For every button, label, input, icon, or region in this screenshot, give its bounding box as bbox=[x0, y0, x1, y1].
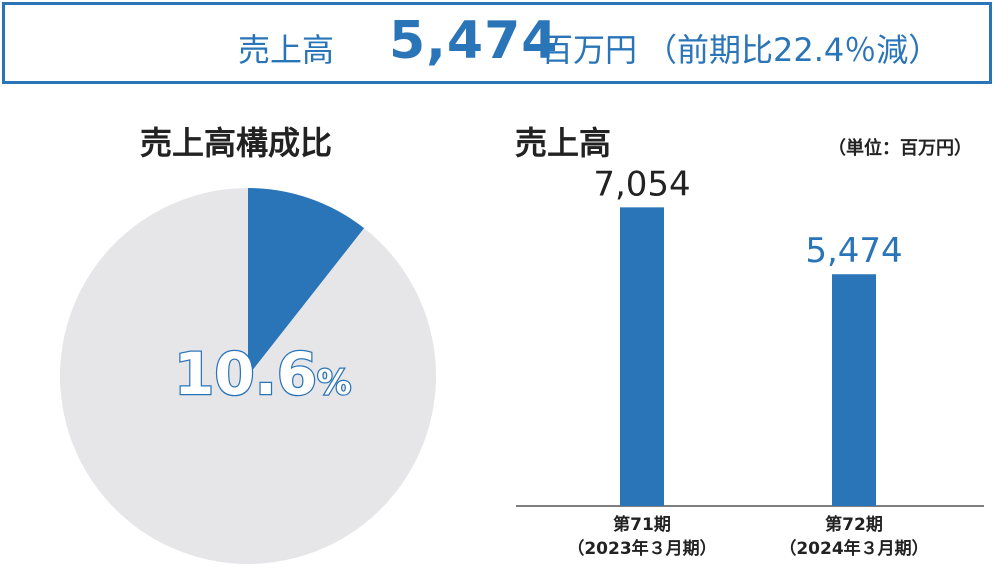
bar-title: 売上高 bbox=[515, 124, 612, 162]
bar bbox=[620, 207, 664, 506]
bar-unit-note: （単位：百万円） bbox=[828, 138, 972, 159]
pie-slice-label: 10.6% bbox=[174, 340, 351, 408]
bar bbox=[832, 274, 876, 506]
pie-slice bbox=[59, 188, 437, 564]
pie-chart: 10.6% bbox=[59, 188, 437, 564]
pie-title: 売上高構成比 bbox=[140, 124, 333, 162]
banner-unit: 百万円 bbox=[541, 31, 638, 69]
x-tick-sublabel: （2024年３月期） bbox=[779, 538, 928, 559]
x-tick-sublabel: （2023年３月期） bbox=[567, 538, 716, 559]
bar-chart: 7,054 第71期 （2023年３月期） 5,474 第72期 （2024年３月期） bbox=[516, 164, 984, 559]
bar-value-label: 5,474 bbox=[805, 231, 902, 271]
x-tick-label: 第71期 bbox=[613, 514, 671, 535]
bar-value-label: 7,054 bbox=[593, 164, 690, 204]
summary-banner: 売上高 5,474 百万円 （前期比22.4％減） bbox=[2, 2, 992, 84]
pie-slice bbox=[248, 188, 365, 376]
banner-label: 売上高 bbox=[238, 31, 335, 69]
x-tick-label: 第72期 bbox=[825, 514, 883, 535]
banner-value: 5,474 bbox=[389, 11, 559, 71]
banner-change: （前期比22.4％減） bbox=[645, 31, 941, 69]
